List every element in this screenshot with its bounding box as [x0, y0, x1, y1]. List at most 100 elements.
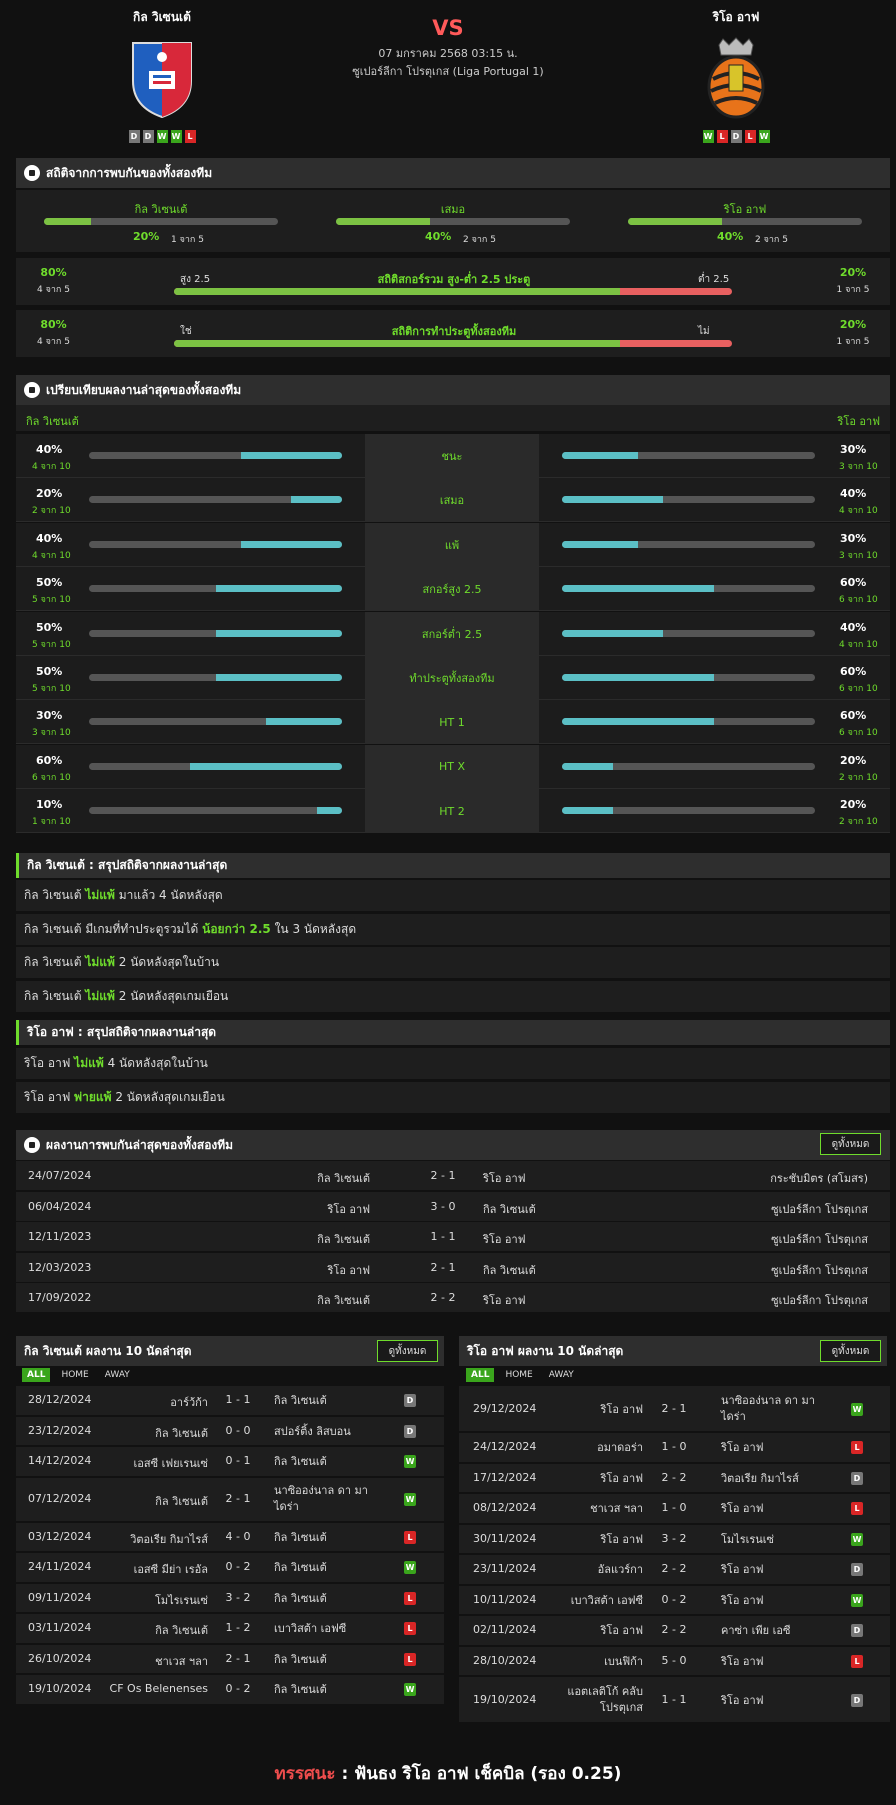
result-badge: W: [851, 1402, 863, 1416]
summary-text: กิล วิเซนเต้: [24, 888, 86, 902]
compare-away-bar-fill: [562, 496, 664, 504]
h2h-col-label: กิล วิเซนเต้: [134, 203, 188, 216]
form-badge: L: [744, 130, 756, 143]
compare-away-bar-fill: [562, 718, 714, 726]
tab-home[interactable]: HOME: [505, 1370, 533, 1380]
match-row: 19/10/2024 CF Os Belenenses 0 - 2 กิล วิเซน…: [16, 1675, 444, 1704]
compare-away-pct: 40%: [840, 620, 867, 634]
h2h-stat-bar: [174, 288, 732, 295]
tab-home[interactable]: HOME: [61, 1370, 89, 1380]
tab-away[interactable]: AWAY: [104, 1370, 130, 1380]
football-icon: [24, 165, 40, 181]
match-date: 02/11/2024: [473, 1623, 537, 1637]
compare-away-pct: 30%: [840, 443, 867, 456]
match-score: 1 - 0: [661, 1440, 687, 1454]
match-home: อาร์ว้ก้า: [170, 1396, 208, 1410]
h2h-col-bar: [44, 218, 278, 225]
match-score: 2 - 2: [661, 1562, 687, 1576]
tab-away[interactable]: AWAY: [548, 1370, 574, 1380]
summary-row: ริโอ อาฟ พ่ายแพ้ 2 นัดหลังสุดเกมเยือน: [16, 1081, 890, 1113]
compare-header: เปรียบเทียบผลงานล่าสุดของทั้งสองทีม: [16, 375, 890, 405]
compare-label: สกอร์สูง 2.5: [365, 567, 539, 612]
h2h-col-count: 2 จาก 5: [463, 235, 496, 245]
compare-home-pct: 40%: [36, 531, 63, 545]
h2h-left-pct: 80%: [40, 266, 67, 279]
summary-row: กิล วิเซนเต้ ไม่แพ้ 2 นัดหลังสุดในบ้าน: [16, 947, 890, 978]
match-score: 1 - 1: [661, 1692, 687, 1706]
home-last10-tabs: ALL HOME AWAY: [22, 1368, 135, 1382]
match-home: เอสซี มีย่า เรอัล: [133, 1563, 208, 1577]
match-home: เอสซี เฟยเรนเซ่: [133, 1457, 208, 1471]
home-team-crest: [132, 42, 192, 119]
h2h-results-title: ผลงานการพบกันล่าสุดของทั้งสองทีม: [46, 1137, 234, 1152]
compare-home-pct: 50%: [36, 576, 63, 590]
compare-away-pct: 60%: [840, 665, 867, 678]
compare-away-pct: 60%: [840, 709, 867, 723]
summary-text: กิล วิเซนเต้: [24, 955, 86, 969]
compare-away-count: 6 จาก 10: [839, 595, 878, 606]
h2h-away: ริโอ อาฟ: [483, 1172, 526, 1185]
match-home: กิล วิเซนเต้: [155, 1624, 208, 1638]
match-score: 0 - 2: [661, 1592, 687, 1606]
compare-row: 20% 2 จาก 10 เสมอ 40% 4 จาก 10: [16, 478, 890, 523]
h2h-row-title: สถิติสกอร์รวม สูง-ต่ำ 2.5 ประตู: [377, 273, 531, 286]
h2h-col-count: 2 จาก 5: [755, 235, 788, 245]
match-row: 28/12/2024 อาร์ว้ก้า 1 - 1 กิล วิเซนเต้ D: [16, 1386, 444, 1415]
result-badge: L: [851, 1654, 863, 1668]
h2h-col-bar: [336, 218, 570, 225]
match-row: 08/12/2024 ชาเวส ฯลา 1 - 0 ริโอ อาฟ L: [459, 1494, 890, 1523]
summary-highlight: ไม่แพ้: [85, 988, 115, 1003]
away-team-crest: [707, 37, 765, 119]
h2h-result-row: 24/07/2024 กิล วิเซนเต้ 2 - 1 ริโอ อาฟ กระชั…: [16, 1161, 890, 1190]
h2h-view-all-button[interactable]: ดูทั้งหมด: [820, 1133, 881, 1155]
summary-row: กิล วิเซนเต้ ไม่แพ้ 2 นัดหลังสุดเกมเยือน: [16, 980, 890, 1012]
compare-away-bar: [562, 540, 815, 548]
compare-away-count: 2 จาก 10: [839, 772, 878, 783]
match-row: 28/10/2024 เบนฟิก้า 5 - 0 ริโอ อาฟ L: [459, 1646, 890, 1675]
match-row: 19/10/2024 แอตเลติโก้ คลับ โปรตุเกส 1 - 1 ร…: [459, 1677, 890, 1722]
match-away: นาซิออง่นาล ดา มา ไดร่า: [274, 1484, 368, 1513]
compare-away-bar: [562, 762, 815, 770]
match-row: 17/12/2024 ริโอ อาฟ 2 - 2 วิตอเรีย กิมาไรส์…: [459, 1463, 890, 1492]
tab-all[interactable]: ALL: [466, 1368, 495, 1382]
form-badge: D: [128, 130, 140, 143]
compare-away-count: 6 จาก 10: [839, 728, 878, 739]
summary-text: ริโอ อาฟ: [24, 1089, 75, 1104]
result-badge: L: [404, 1652, 416, 1666]
compare-away-pct: 20%: [840, 753, 867, 767]
match-home: ริโอ อาฟ: [600, 1402, 644, 1416]
h2h-col-bar-fill: [44, 218, 91, 225]
match-date: 09/11/2024: [28, 1590, 92, 1604]
tab-all[interactable]: ALL: [22, 1368, 51, 1382]
h2h-stat-row: 80% 4 จาก 5 สูง 2.5 สถิติสกอร์รวม สูง-ต่ำ 2…: [16, 258, 890, 305]
h2h-stats-title: สถิติจากการพบกันของทั้งสองทีม: [46, 165, 213, 180]
match-away: เบาวิสต้า เอฟซี: [274, 1622, 347, 1636]
match-row: 09/11/2024 โมไรเรนเซ่ 3 - 2 กิล วิเซนเต้ L: [16, 1583, 444, 1612]
match-date: 28/12/2024: [28, 1393, 92, 1407]
match-away: กิล วิเซนเต้: [274, 1683, 327, 1697]
h2h-right-label: ต่ำ 2.5: [698, 274, 730, 285]
compare-home-bar-fill: [190, 762, 342, 770]
match-date: 30/11/2024: [473, 1531, 537, 1545]
home-last10-view-all-button[interactable]: ดูทั้งหมด: [377, 1340, 438, 1362]
match-away: โมไรเรนเซ่: [721, 1532, 775, 1546]
h2h-col-bar: [628, 218, 862, 225]
match-score: 0 - 2: [225, 1682, 251, 1696]
match-date: 28/10/2024: [473, 1653, 537, 1667]
away-last10-view-all-button[interactable]: ดูทั้งหมด: [820, 1340, 881, 1362]
match-away: กิล วิเซนเต้: [274, 1652, 327, 1666]
h2h-left-count: 4 จาก 5: [37, 337, 70, 347]
h2h-away: ริโอ อาฟ: [483, 1294, 526, 1307]
match-score: 2 - 2: [661, 1470, 687, 1484]
match-date: 19/10/2024: [473, 1692, 537, 1706]
h2h-result-row: 12/03/2023 ริโอ อาฟ 2 - 1 กิล วิเซนเต้ ซูเปอ…: [16, 1252, 890, 1282]
match-home: CF Os Belenenses: [109, 1682, 208, 1696]
compare-home-count: 6 จาก 10: [32, 772, 71, 783]
compare-home-count: 4 จาก 10: [32, 550, 71, 561]
compare-team-row: กิล วิเซนเต้ ริโอ อาฟ: [16, 405, 890, 431]
h2h-stat-bar-fill: [174, 288, 621, 295]
away-last10-tabs: ALL HOME AWAY: [466, 1368, 579, 1382]
compare-away-bar-fill: [562, 452, 638, 459]
compare-home-bar: [89, 718, 342, 726]
